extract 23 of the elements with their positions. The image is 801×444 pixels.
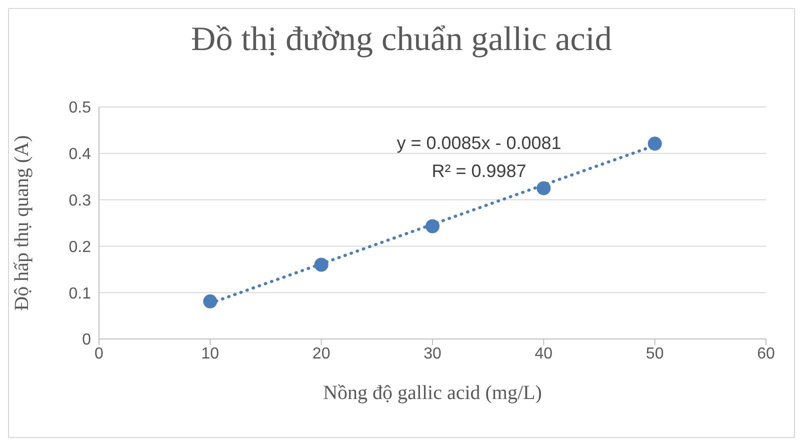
point: [648, 136, 662, 151]
y-tick-label: 0.2: [68, 238, 92, 256]
x-tick-label: 0: [94, 345, 104, 362]
point: [203, 294, 218, 308]
x-tick-label: 30: [424, 345, 442, 362]
x-tick-label: 50: [646, 345, 664, 362]
point: [426, 219, 440, 234]
y-tick-label: 0.4: [68, 146, 92, 164]
annotation: y = 0.0085x - 0.0081: [396, 133, 562, 154]
x-tick-label: 10: [201, 345, 220, 362]
chart-title: Đồ thị đường chuẩn gallic acid: [190, 21, 613, 59]
y-tick-label: 0: [82, 332, 92, 349]
annotation: R² = 0.9987: [430, 161, 528, 182]
point: [314, 258, 328, 272]
y-tick-label: 0.5: [68, 100, 92, 117]
x-tick-label: 20: [312, 345, 330, 362]
y-axis-title: Độ hấp thụ quang (A): [11, 135, 34, 311]
x-tick-label: 60: [757, 345, 775, 362]
y-tick-label: 0.3: [68, 192, 92, 210]
point: [536, 181, 551, 196]
x-axis-title: Nồng độ gallic acid (mg/L): [323, 382, 542, 404]
x-tick-label: 40: [534, 345, 553, 362]
y-tick-label: 0.1: [68, 285, 92, 302]
